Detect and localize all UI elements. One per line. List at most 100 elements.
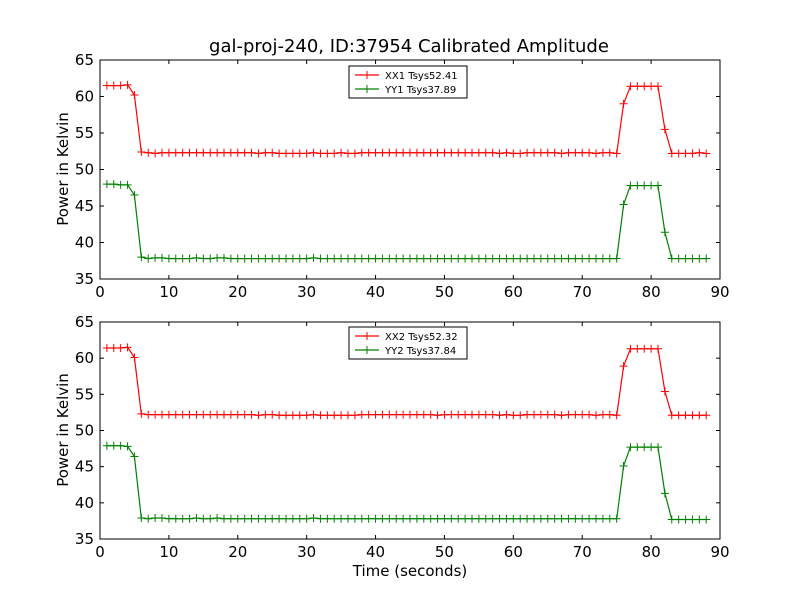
data-point: [261, 254, 270, 263]
data-point: [192, 253, 201, 262]
data-point: [226, 254, 235, 263]
data-point: [433, 254, 442, 263]
data-point: [702, 411, 711, 420]
data-point: [523, 254, 532, 263]
data-point: [247, 254, 256, 263]
x-tick-label: 60: [504, 543, 523, 561]
data-point: [233, 254, 242, 263]
x-tick-label: 20: [228, 543, 247, 561]
data-point: [578, 410, 587, 419]
data-point: [268, 148, 277, 157]
data-point: [516, 149, 525, 158]
data-point: [654, 344, 662, 353]
data-point: [695, 411, 704, 420]
data-point: [158, 410, 166, 419]
data-point: [502, 410, 511, 419]
data-point: [337, 514, 346, 523]
data-point: [109, 81, 118, 90]
data-point: [295, 254, 304, 263]
x-tick-label: 70: [573, 283, 592, 301]
data-point: [178, 514, 187, 523]
data-point: [123, 442, 132, 451]
data-point: [412, 514, 421, 523]
data-point: [240, 514, 249, 523]
data-point: [481, 514, 490, 523]
y-tick-label: 50: [75, 422, 94, 440]
data-point: [481, 148, 490, 157]
data-point: [185, 254, 194, 263]
data-point: [344, 514, 352, 523]
data-point: [233, 148, 242, 157]
data-point: [702, 149, 711, 158]
data-point: [612, 254, 621, 263]
x-tick-label: 0: [95, 283, 105, 301]
data-point: [647, 443, 656, 452]
data-point: [488, 410, 497, 419]
data-point: [158, 514, 166, 523]
data-point: [702, 254, 711, 263]
data-point: [640, 82, 649, 91]
data-point: [288, 149, 297, 158]
data-point: [344, 411, 352, 420]
data-point: [151, 253, 160, 262]
data-point: [164, 254, 173, 263]
data-point: [633, 82, 642, 91]
data-point: [660, 228, 669, 237]
x-tick-label: 50: [435, 543, 454, 561]
data-point: [357, 254, 366, 263]
data-point: [406, 254, 414, 263]
data-point: [688, 411, 697, 420]
data-point: [171, 148, 180, 157]
data-point: [605, 514, 614, 523]
data-point: [350, 254, 359, 263]
plot-area-top: 0 10 20 30 40 50 60 70 80 90 35 40 45 50 55 60 65 XX1 Tsy…: [75, 51, 730, 301]
data-point: [206, 254, 215, 263]
data-point: [530, 514, 538, 523]
data-point: [337, 411, 346, 420]
data-point: [385, 410, 394, 419]
data-point: [399, 514, 408, 523]
data-point: [151, 149, 160, 158]
legend: XX1 Tsys52.41 YY1 Tsys37.89: [348, 65, 468, 99]
data-point: [295, 149, 304, 158]
legend-marker: [363, 85, 371, 93]
data-point: [647, 344, 656, 353]
data-point: [247, 410, 256, 419]
data-point: [488, 254, 497, 263]
data-point: [233, 514, 242, 523]
data-point: [295, 514, 304, 523]
data-point: [660, 125, 669, 134]
x-tick-label: 60: [504, 283, 523, 301]
y-tick-label: 35: [75, 530, 94, 548]
data-point: [454, 410, 463, 419]
data-point: [316, 254, 325, 263]
data-point: [474, 410, 483, 419]
data-point: [502, 254, 511, 263]
data-point: [164, 148, 173, 157]
data-point: [550, 148, 559, 157]
data-point: [206, 410, 215, 419]
data-point: [598, 148, 607, 157]
data-point: [667, 515, 676, 524]
y-tick-label: 50: [75, 161, 94, 179]
y-tick-label: 65: [75, 51, 94, 69]
x-tick-label: 90: [710, 543, 729, 561]
data-point: [543, 514, 552, 523]
x-tick-label: 40: [366, 543, 385, 561]
data-point: [419, 254, 428, 263]
data-point: [419, 148, 428, 157]
data-point: [144, 148, 153, 157]
x-tick-label: 0: [95, 543, 105, 561]
data-point: [213, 253, 222, 262]
data-point: [302, 254, 311, 263]
data-point: [378, 148, 387, 157]
data-point: [192, 410, 201, 419]
data-point: [192, 514, 201, 523]
data-point: [592, 411, 600, 420]
data-point: [261, 148, 270, 157]
data-point: [640, 344, 649, 353]
data-point: [681, 254, 690, 263]
data-point: [330, 254, 339, 263]
data-point: [619, 200, 628, 209]
data-point: [516, 514, 525, 523]
